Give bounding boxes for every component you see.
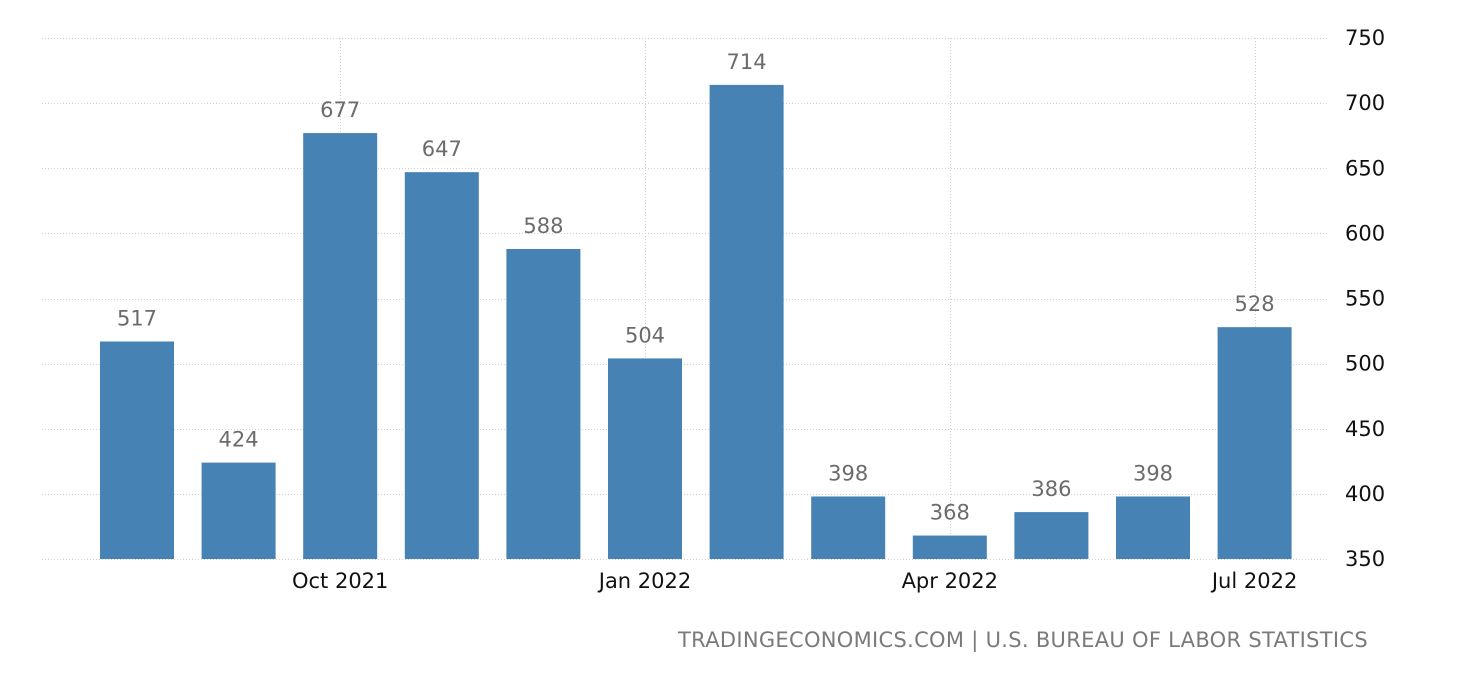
x-tick-label: Apr 2022 <box>902 569 998 593</box>
bar <box>404 172 479 559</box>
bar-value-label: 517 <box>117 306 157 330</box>
y-tick-label: 700 <box>1345 91 1385 115</box>
bar-value-label: 398 <box>1133 461 1173 485</box>
y-tick-label: 750 <box>1345 26 1385 50</box>
x-tick-label: Jan 2022 <box>597 569 692 593</box>
bar-value-label: 677 <box>320 98 360 122</box>
bar <box>303 133 378 559</box>
y-tick-label: 400 <box>1345 482 1385 506</box>
bar <box>1116 496 1190 559</box>
bar-value-label: 647 <box>422 137 462 161</box>
bar <box>506 249 581 559</box>
bar <box>1014 512 1089 559</box>
bars <box>100 84 1292 559</box>
bar-value-label: 714 <box>727 50 767 74</box>
bar-value-label: 504 <box>625 323 665 347</box>
y-tick-label: 500 <box>1345 352 1385 376</box>
y-tick-label: 550 <box>1345 287 1385 311</box>
bar <box>608 358 682 559</box>
bar-value-label: 528 <box>1235 292 1275 316</box>
bar-value-label: 424 <box>219 428 259 452</box>
bar <box>100 341 174 559</box>
bar-value-label: 588 <box>523 214 563 238</box>
x-tick-label: Oct 2021 <box>292 569 388 593</box>
y-tick-label: 650 <box>1345 156 1385 180</box>
grid-lines <box>42 38 1328 560</box>
bar-labels: 517 424 677 647 588 504 714 398 368 386 398 528 <box>117 50 1275 525</box>
bar <box>201 462 276 559</box>
x-tick-label: Jul 2022 <box>1210 569 1297 593</box>
y-axis-ticks: 350 400 450 500 550 600 650 700 750 <box>1345 26 1385 571</box>
y-tick-label: 600 <box>1345 221 1385 245</box>
bar-value-label: 368 <box>930 501 970 525</box>
y-tick-label: 450 <box>1345 417 1385 441</box>
y-tick-label: 350 <box>1345 547 1385 571</box>
source-attribution: TRADINGECONOMICS.COM | U.S. BUREAU OF LA… <box>678 628 1368 652</box>
bar <box>811 496 886 559</box>
bar <box>1217 327 1292 559</box>
bar <box>912 535 987 559</box>
bar-value-label: 398 <box>828 461 868 485</box>
bar-value-label: 386 <box>1031 477 1071 501</box>
x-axis-ticks: Oct 2021 Jan 2022 Apr 2022 Jul 2022 <box>292 569 1297 593</box>
bar-chart: 517 424 677 647 588 504 714 398 368 386 398 528 350… <box>42 26 1385 593</box>
bar <box>709 84 784 559</box>
